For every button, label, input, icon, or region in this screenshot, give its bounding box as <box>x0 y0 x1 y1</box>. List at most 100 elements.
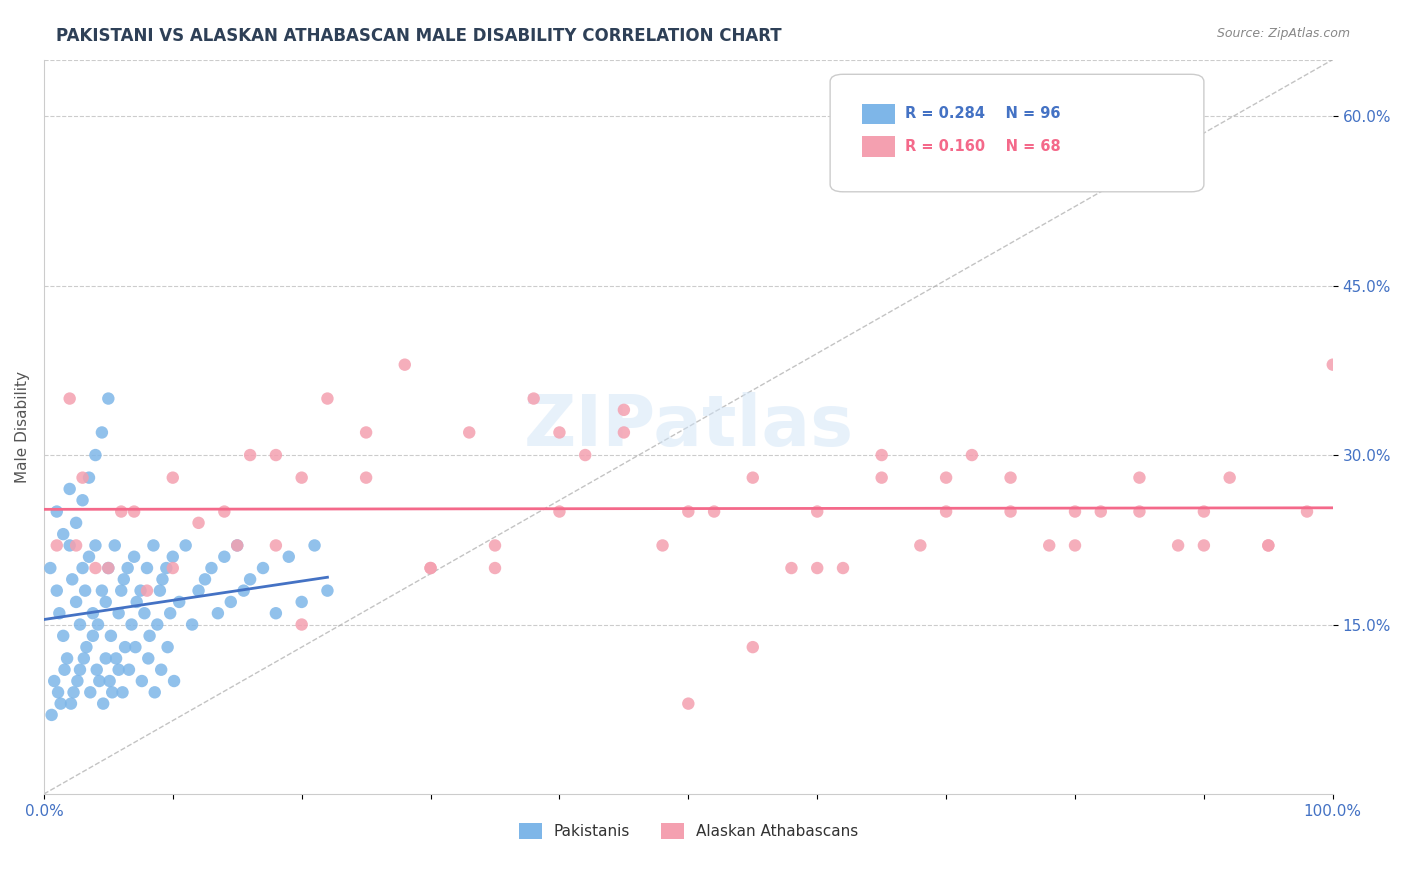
Point <box>678 697 700 711</box>
Point <box>79 685 101 699</box>
Point <box>104 538 127 552</box>
Point <box>136 583 159 598</box>
Point <box>110 583 132 598</box>
FancyBboxPatch shape <box>862 136 894 156</box>
Point <box>1128 470 1150 484</box>
Point <box>354 425 377 440</box>
Point <box>86 663 108 677</box>
Point <box>136 561 159 575</box>
Point <box>155 561 177 575</box>
Point <box>226 538 249 552</box>
Point <box>118 663 141 677</box>
Point <box>152 572 174 586</box>
Point <box>870 470 893 484</box>
Text: R = 0.160    N = 68: R = 0.160 N = 68 <box>905 139 1060 153</box>
Point <box>162 549 184 564</box>
Point <box>56 651 79 665</box>
Text: R = 0.284    N = 96: R = 0.284 N = 96 <box>905 106 1060 121</box>
Point <box>97 561 120 575</box>
Point <box>45 583 67 598</box>
Point <box>394 358 416 372</box>
Point <box>277 549 299 564</box>
Point <box>458 425 481 440</box>
Point <box>41 707 63 722</box>
Point <box>44 673 66 688</box>
Point <box>84 538 107 552</box>
Point <box>59 482 82 496</box>
Point <box>419 561 441 575</box>
Point <box>219 595 242 609</box>
Point <box>354 470 377 484</box>
Point <box>678 504 700 518</box>
Point <box>613 425 636 440</box>
Point <box>207 606 229 620</box>
Point <box>65 595 87 609</box>
Point <box>1064 538 1087 552</box>
Point <box>291 470 314 484</box>
Point <box>87 617 110 632</box>
Point <box>548 504 571 518</box>
Point <box>52 527 75 541</box>
FancyBboxPatch shape <box>830 74 1204 192</box>
Point <box>73 651 96 665</box>
Point <box>1090 504 1112 518</box>
Text: PAKISTANI VS ALASKAN ATHABASCAN MALE DISABILITY CORRELATION CHART: PAKISTANI VS ALASKAN ATHABASCAN MALE DIS… <box>56 27 782 45</box>
Point <box>110 504 132 518</box>
Point <box>72 470 94 484</box>
Point <box>136 651 159 665</box>
Point <box>1296 504 1319 518</box>
Point <box>741 470 763 484</box>
Point <box>62 685 84 699</box>
Point <box>94 595 117 609</box>
Point <box>142 538 165 552</box>
Text: Source: ZipAtlas.com: Source: ZipAtlas.com <box>1216 27 1350 40</box>
Point <box>72 561 94 575</box>
Point <box>832 561 855 575</box>
Point <box>1064 504 1087 518</box>
Point <box>75 640 97 654</box>
Point <box>90 583 112 598</box>
FancyBboxPatch shape <box>862 103 894 124</box>
Point <box>129 583 152 598</box>
Point <box>194 572 217 586</box>
Point <box>651 538 673 552</box>
Point <box>122 549 145 564</box>
Point <box>122 504 145 518</box>
Point <box>97 561 120 575</box>
Point <box>150 663 173 677</box>
Point <box>138 629 160 643</box>
Point <box>870 448 893 462</box>
Point <box>935 504 957 518</box>
Point <box>806 504 828 518</box>
Point <box>264 606 287 620</box>
Point <box>1128 504 1150 518</box>
Point <box>806 561 828 575</box>
Point <box>548 425 571 440</box>
Point <box>780 561 803 575</box>
Point <box>264 538 287 552</box>
Point <box>143 685 166 699</box>
Point <box>82 629 104 643</box>
Point <box>39 561 62 575</box>
Point <box>65 538 87 552</box>
Point <box>72 493 94 508</box>
Point <box>484 538 506 552</box>
Point <box>114 640 136 654</box>
Point <box>90 425 112 440</box>
Point <box>252 561 274 575</box>
Point <box>100 629 122 643</box>
Point <box>181 617 204 632</box>
Point <box>162 561 184 575</box>
Point <box>75 583 97 598</box>
Point <box>94 651 117 665</box>
Point <box>174 538 197 552</box>
Point <box>1000 470 1022 484</box>
Point <box>111 685 134 699</box>
Point <box>84 561 107 575</box>
Point <box>89 673 111 688</box>
Point <box>84 448 107 462</box>
Point <box>69 663 91 677</box>
Point <box>523 392 546 406</box>
Point <box>77 549 100 564</box>
Point <box>107 663 129 677</box>
